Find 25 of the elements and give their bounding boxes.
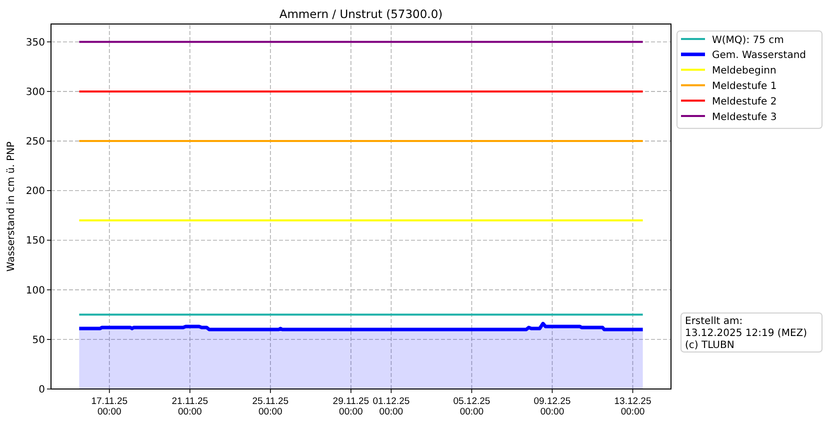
y-axis-title: Wasserstand in cm ü. PNP (6, 141, 17, 272)
y-tick-label: 350 (26, 37, 45, 48)
x-tick-label: 17.11.25 00:00 (91, 396, 128, 418)
y-tick-label: 300 (26, 86, 45, 98)
text: Erstellt am: 13.12.2025 12:19 (MEZ) (c) TLUBN (685, 316, 808, 351)
y-tick-label: 100 (26, 285, 45, 296)
x-tick-label: 25.11.25 00:00 (252, 396, 289, 418)
x-tick-label: 09.12.25 00:00 (534, 396, 571, 418)
y-tick-label: 0 (38, 384, 45, 396)
y-tick-label: 50 (32, 334, 45, 346)
x-tick-label: 29.11.25 00:00 (332, 396, 370, 418)
legend-label: Meldestufe 3 (712, 112, 777, 123)
x-tick-label: 05.12.25 00:00 (453, 396, 490, 418)
x-tick-label: 13.12.25 00:00 (614, 396, 652, 418)
y-tick-label: 200 (26, 186, 45, 198)
chart-title: Ammern / Unstrut (57300.0) (279, 7, 443, 21)
legend-label: Meldestufe 1 (712, 81, 777, 92)
x-tick-label: 01.12.25 00:00 (372, 396, 410, 418)
x-tick-label: 21.11.25 00:00 (172, 396, 208, 418)
legend-label: Gem. Wasserstand (712, 50, 806, 62)
y-tick-label: 150 (26, 236, 45, 247)
legend-label: Meldebeginn (712, 66, 776, 77)
legend-label: Meldestufe 2 (712, 96, 777, 108)
legend-label: W(MQ): 75 cm (712, 34, 784, 46)
y-tick-label: 250 (26, 136, 45, 148)
